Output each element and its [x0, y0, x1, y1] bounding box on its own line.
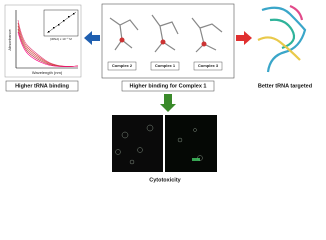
graphical-abstract: Absorbance Wavelength (nm) [tRNA] x 10⁻⁴…	[4, 3, 312, 183]
arrow-down	[160, 94, 176, 112]
cell-image	[112, 115, 163, 172]
panel-label: Higher binding for Complex 1	[129, 83, 206, 89]
fluorescence	[192, 158, 200, 161]
inset-x-title: [tRNA] x 10⁻⁴ M	[50, 37, 72, 41]
cells-panel: Cytotoxicity	[112, 115, 217, 183]
complex-name: Complex 1	[155, 63, 176, 68]
molecules	[109, 14, 223, 53]
panel-label: Cytotoxicity	[149, 177, 181, 183]
spectrum-curves	[17, 19, 79, 67]
y-axis-title: Absorbance	[7, 29, 12, 51]
complex-name: Complex 2	[112, 63, 133, 68]
x-axis-title: Wavelength (nm)	[32, 70, 63, 75]
label-box	[121, 80, 215, 92]
cell-image	[165, 115, 217, 172]
trna-ribbon	[257, 4, 307, 73]
arrow-right	[236, 31, 252, 45]
complex-labels: Complex 2 Complex 1 Complex 3	[107, 61, 223, 71]
label-box	[5, 80, 79, 92]
trna-panel: Better tRNA targeted	[257, 4, 312, 89]
arrow-left	[84, 31, 100, 45]
inset-fit	[46, 11, 77, 34]
panel-label: Better tRNA targeted	[258, 83, 312, 89]
panel-label: Higher tRNA binding	[15, 83, 69, 89]
complex-name: Complex 3	[198, 63, 219, 68]
complexes-panel: Complex 2 Complex 1 Complex 3 Higher bin…	[101, 3, 235, 92]
spectrum-panel: Absorbance Wavelength (nm) [tRNA] x 10⁻⁴…	[4, 4, 82, 92]
